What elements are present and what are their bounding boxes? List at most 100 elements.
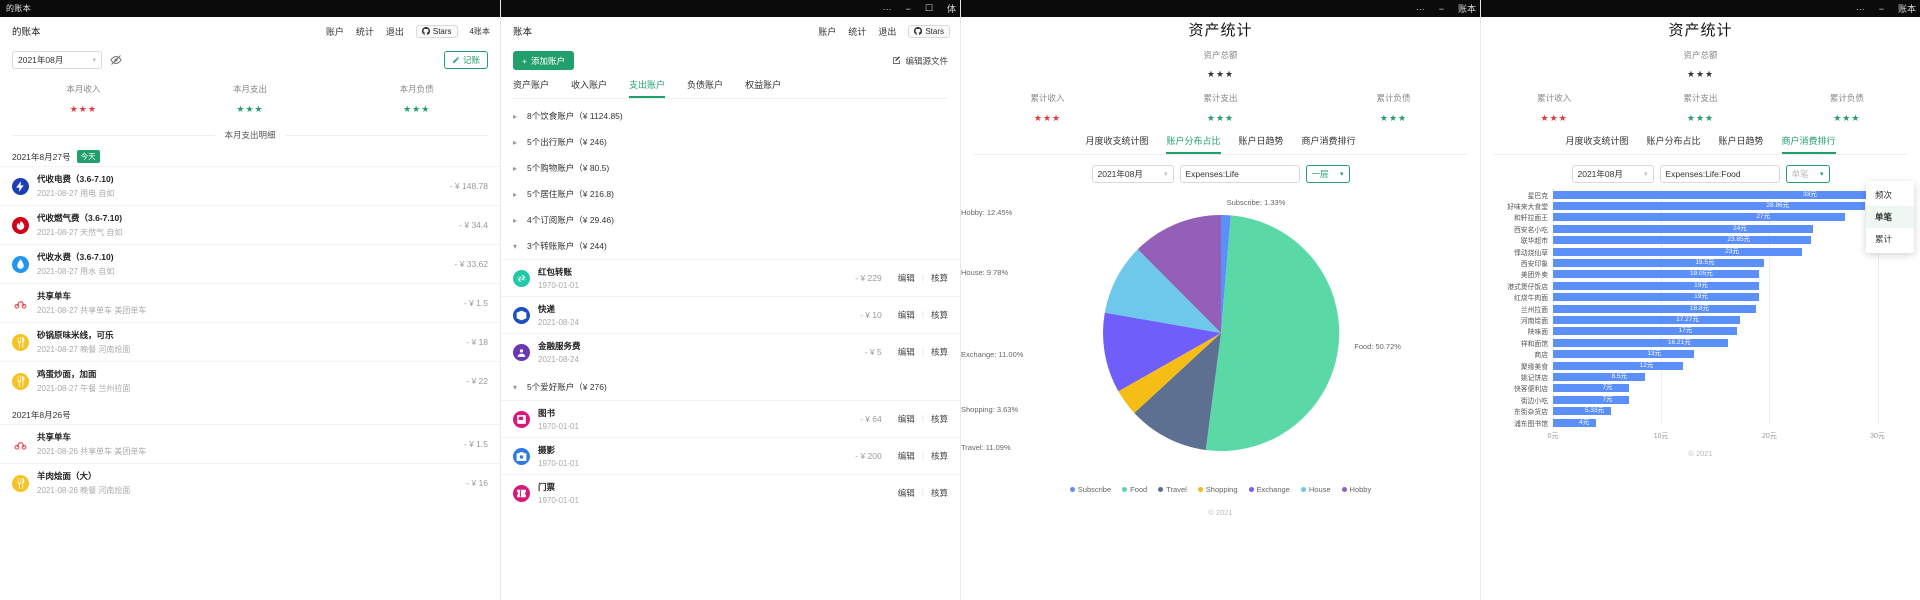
bar-chart-row[interactable]: 商店 13元: [1491, 348, 1910, 359]
tab-stats3-1[interactable]: 账户分布占比: [1166, 134, 1221, 154]
table-row[interactable]: 共享单车 2021-08-26 共享单车 美团单车 - ¥ 1.5: [0, 424, 500, 463]
bar-chart-row[interactable]: 好味来大食堂 28.86元: [1491, 200, 1910, 211]
table-row[interactable]: 鸡蛋炒面，加面 2021-08-27 午餐 兰州拉面 - ¥ 22: [0, 361, 500, 400]
bar-mode-dropdown-menu[interactable]: 频次 单笔 累计: [1866, 181, 1914, 253]
minimize-button-2[interactable]: −: [905, 3, 911, 14]
add-account-button[interactable]: + 添加账户: [513, 51, 574, 70]
legend-item[interactable]: Exchange: [1248, 485, 1290, 494]
action-edit-button[interactable]: 编辑: [897, 488, 915, 498]
more-button-4[interactable]: ···: [1855, 3, 1865, 14]
table-row[interactable]: 代收燃气费（3.6-7.10) 2021-08-27 天然气 自如 - ¥ 34.4: [0, 205, 500, 244]
pie-month-select[interactable]: 2021年08月 ▾: [1091, 165, 1174, 183]
maximize-button-2[interactable]: ☐: [924, 3, 933, 13]
action-edit-button[interactable]: 编辑: [897, 347, 915, 357]
table-row[interactable]: 门票 1970-01-01 编辑 | 核算: [501, 474, 960, 511]
action-edit-button[interactable]: 编辑: [897, 414, 915, 424]
bar-chart-row[interactable]: 星巴克 33元: [1491, 189, 1910, 200]
pie-slice[interactable]: [1205, 215, 1340, 452]
pie-slice[interactable]: [1104, 249, 1221, 333]
table-row[interactable]: 代收水费（3.6-7.10) 2021-08-27 用水 自如 - ¥ 33.62: [0, 244, 500, 283]
bar-chart-row[interactable]: 姚记饼店 8.5元: [1491, 371, 1910, 382]
more-button-3[interactable]: ···: [1415, 3, 1425, 14]
action-settle-button[interactable]: 核算: [930, 451, 948, 461]
eye-off-icon[interactable]: [110, 54, 122, 66]
bar-chart-row[interactable]: 河南烩面 17.27元: [1491, 314, 1910, 325]
action-settle-button[interactable]: 核算: [930, 347, 948, 357]
bar-chart-row[interactable]: 西安印象 19.5元: [1491, 257, 1910, 268]
dropdown-option[interactable]: 累计: [1875, 234, 1893, 244]
bar-chart-row[interactable]: 快客便利店 7元: [1491, 383, 1910, 394]
account-tree-row[interactable]: ▾ 3个转账账户（¥ 244): [513, 233, 948, 259]
tab-account-4[interactable]: 权益账户: [745, 80, 782, 90]
bar-account-select[interactable]: Expenses:Life:Food: [1659, 165, 1780, 183]
nav-accounts-2[interactable]: 账户: [818, 26, 837, 37]
bar-chart-row[interactable]: 兰州拉面 18.8元: [1491, 303, 1910, 314]
account-tree-row[interactable]: ▾ 5个爱好账户（¥ 276): [513, 374, 948, 400]
legend-item[interactable]: Hobby: [1341, 485, 1371, 494]
table-row[interactable]: 代收电费（3.6-7.10) 2021-08-27 用电 自如 - ¥ 148.78: [0, 166, 500, 205]
github-stars-button-2[interactable]: Stars: [908, 24, 950, 38]
action-edit-button[interactable]: 编辑: [897, 451, 915, 461]
nav-statistics[interactable]: 统计: [355, 26, 374, 37]
dropdown-option[interactable]: 单笔: [1866, 206, 1914, 228]
table-row[interactable]: 砂锅原味米线，可乐 2021-08-27 晚餐 河南烩面 - ¥ 18: [0, 322, 500, 361]
nav-logout-2[interactable]: 退出: [878, 26, 897, 37]
tab-stats3-2[interactable]: 账户日趋势: [1238, 136, 1284, 146]
bar-chart-row[interactable]: 西安名小吃 24元: [1491, 223, 1910, 234]
bar-chart-row[interactable]: 聚缘美食 12元: [1491, 360, 1910, 371]
record-button[interactable]: 记账: [443, 51, 488, 69]
action-settle-button[interactable]: 核算: [930, 414, 948, 424]
action-settle-button[interactable]: 核算: [930, 488, 948, 498]
bar-chart-row[interactable]: 美团外卖 19.05元: [1491, 269, 1910, 280]
pie-slice[interactable]: [1103, 312, 1221, 392]
bar-chart-row[interactable]: 港式煲仔饭店 19元: [1491, 280, 1910, 291]
github-stars-button[interactable]: Stars: [415, 24, 458, 38]
tab-stats3-0[interactable]: 月度收支统计图: [1085, 136, 1149, 146]
tab-stats4-1[interactable]: 账户分布占比: [1646, 136, 1701, 146]
account-tree-row[interactable]: ▸ 5个购物账户（¥ 80.5): [513, 155, 948, 181]
action-settle-button[interactable]: 核算: [930, 310, 948, 320]
bar-month-select[interactable]: 2021年08月 ▾: [1571, 165, 1654, 183]
bar-chart-row[interactable]: 和轩拉面王 27元: [1491, 212, 1910, 223]
minimize-button-3[interactable]: −: [1438, 3, 1444, 14]
legend-item[interactable]: House: [1300, 485, 1331, 494]
table-row[interactable]: 共享单车 2021-08-27 共享单车 美团单车 - ¥ 1.5: [0, 283, 500, 322]
action-edit-button[interactable]: 编辑: [897, 273, 915, 283]
bar-chart-row[interactable]: 街边小吃 7元: [1491, 394, 1910, 405]
pie-slice[interactable]: [1137, 215, 1221, 333]
nav-statistics-2[interactable]: 统计: [848, 26, 867, 37]
more-button-2[interactable]: ···: [882, 3, 892, 14]
month-select-1[interactable]: 2021年08月 ▾: [12, 51, 102, 69]
pie-chart-legend[interactable]: Subscribe Food Travel Shopping Exchange House…: [961, 485, 1480, 494]
pie-slice[interactable]: [1134, 333, 1221, 450]
pie-slice[interactable]: [1118, 333, 1221, 413]
tab-stats4-3[interactable]: 商户消费排行: [1781, 134, 1836, 154]
account-tree-row[interactable]: ▸ 4个订阅账户（¥ 29.46): [513, 207, 948, 233]
table-row[interactable]: 金融服务费 2021-08-24 - ¥ 5 编辑 | 核算: [501, 333, 960, 370]
action-edit-button[interactable]: 编辑: [897, 310, 915, 320]
bar-chart-row[interactable]: 祥和面馆 16.21元: [1491, 337, 1910, 348]
bar-chart-row[interactable]: 联华超市 23.85元: [1491, 235, 1910, 246]
legend-item[interactable]: Shopping: [1197, 485, 1238, 494]
table-row[interactable]: 红包转账 1970-01-01 - ¥ 229 编辑 | 核算: [501, 259, 960, 296]
account-tree-row[interactable]: ▸ 8个饮食账户（¥ 1124.85): [513, 103, 948, 129]
tab-account-2[interactable]: 支出账户: [629, 78, 666, 98]
bar-chart-rows[interactable]: 星巴克 33元 好味来大食堂 28.86元 和轩拉面王 27元 西安名小吃 24元 联华超市 23…: [1491, 189, 1910, 428]
minimize-button-4[interactable]: −: [1878, 3, 1884, 14]
legend-item[interactable]: Food: [1122, 485, 1147, 494]
bar-chart-row[interactable]: 陕味面 17元: [1491, 326, 1910, 337]
pie-level-select[interactable]: 一层 ▾: [1305, 165, 1350, 183]
legend-item[interactable]: Subscribe: [1069, 485, 1111, 494]
action-settle-button[interactable]: 核算: [930, 273, 948, 283]
tab-stats3-3[interactable]: 商户消费排行: [1301, 136, 1356, 146]
tab-stats4-0[interactable]: 月度收支统计图: [1565, 136, 1629, 146]
pie-slice[interactable]: [1221, 214, 1231, 333]
edit-source-file-link[interactable]: 编辑源文件: [892, 55, 948, 67]
bar-mode-select[interactable]: 单笔 ▾: [1785, 165, 1830, 183]
tab-account-3[interactable]: 负债账户: [687, 80, 724, 90]
bar-chart-row[interactable]: 浦东图书馆 4元: [1491, 417, 1910, 428]
tab-account-1[interactable]: 收入账户: [571, 80, 608, 90]
bar-chart-row[interactable]: 悸动烧仙草 23元: [1491, 246, 1910, 257]
bar-chart-row[interactable]: 红烧牛肉面 19元: [1491, 292, 1910, 303]
account-tree-row[interactable]: ▸ 5个居住账户（¥ 216.8): [513, 181, 948, 207]
